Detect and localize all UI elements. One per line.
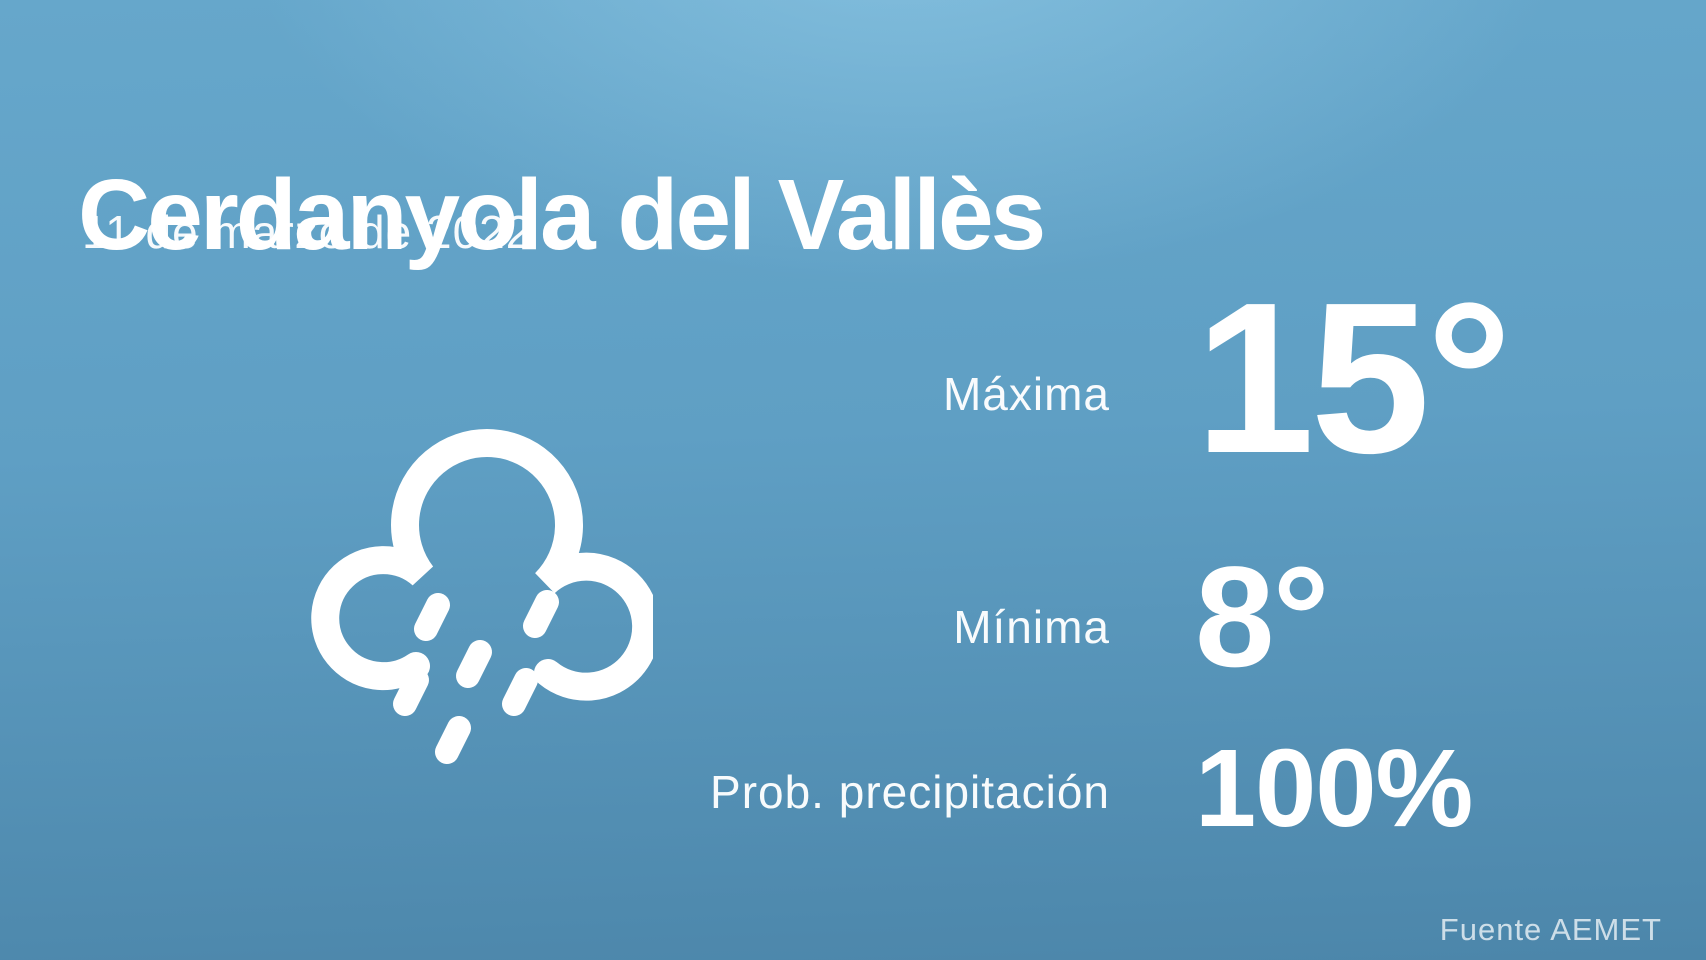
max-temp-label: Máxima <box>942 368 1110 420</box>
source-attribution: Fuente AEMET <box>1439 912 1662 947</box>
precipitation-label: Prob. precipitación <box>710 766 1110 818</box>
location-title: Cerdanyola del Vallès <box>78 159 1046 271</box>
rain-drops <box>393 590 559 764</box>
precipitation-value: 100% <box>1195 727 1473 850</box>
min-temp-value: 8° <box>1195 538 1330 697</box>
forecast-date: 11 de marzo de 2022 <box>82 206 533 258</box>
min-temp-label: Mínima <box>953 601 1110 653</box>
rain-cloud-icon <box>311 429 653 764</box>
max-temp-value: 15° <box>1195 257 1512 498</box>
cloud-outline <box>311 429 653 701</box>
